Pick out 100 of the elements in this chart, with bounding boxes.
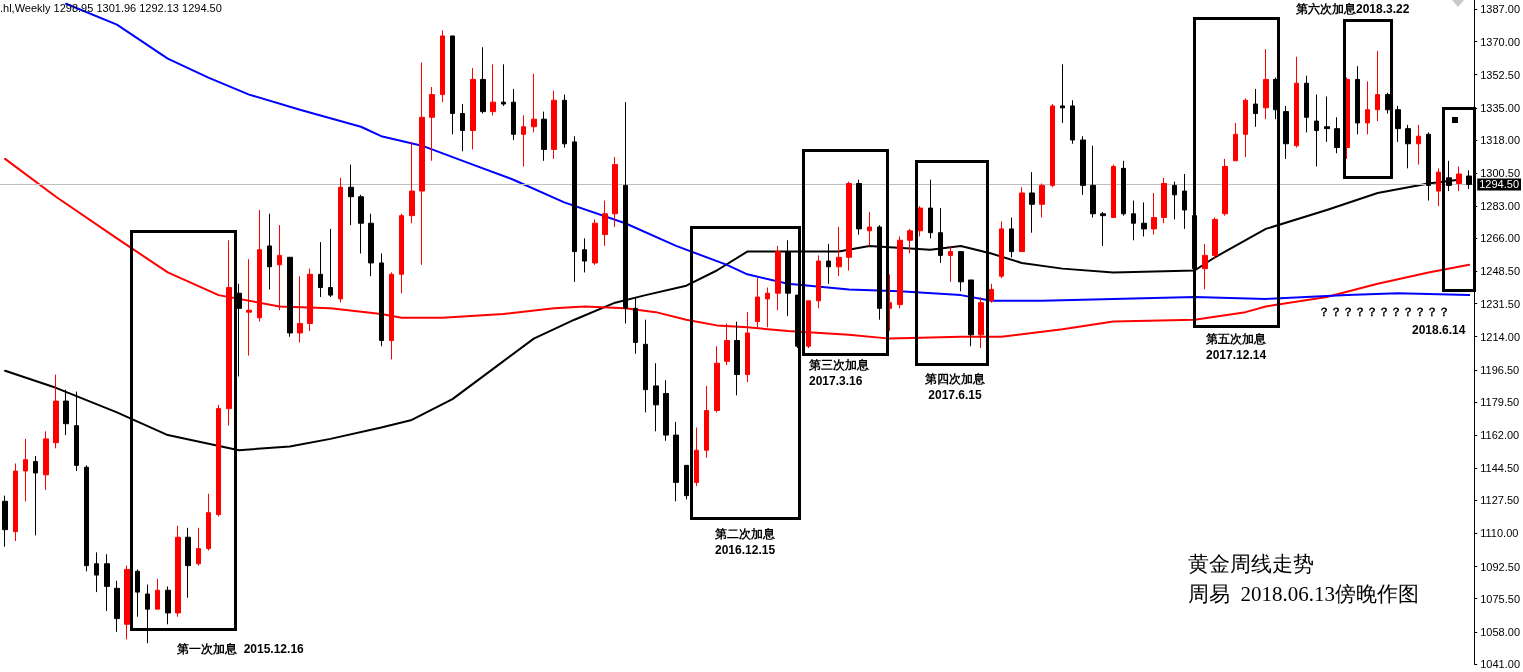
annotation: 第六次加息2018.3.22 [1296,1,1410,17]
candlestick [348,164,354,226]
candlestick [399,213,404,294]
candlestick [1324,95,1330,143]
candlestick [206,493,211,551]
candlestick [1243,97,1248,158]
candlestick [23,438,28,502]
candlestick [1375,50,1380,122]
candlestick [907,228,913,254]
candlestick [1405,124,1411,169]
candlestick [1121,160,1126,217]
annotation: 第四次加息 2017.6.15 [925,371,985,403]
annotation: 第一次加息 2015.12.16 [177,641,304,657]
candlestick [551,90,557,160]
candlestick [63,389,69,436]
candlestick [694,427,699,487]
candlestick [419,61,425,266]
y-tick-label: 1214.00 [1480,330,1520,343]
candlestick [155,578,160,610]
candlestick [1395,105,1401,143]
candlestick [856,179,862,236]
candlestick [328,228,333,298]
candlestick [1253,88,1258,128]
candlestick [928,179,933,239]
annotation: 第三次加息 2017.3.16 [809,357,869,389]
candlestick [1233,122,1238,162]
candlestick [755,277,760,328]
y-tick-label: 1283.00 [1480,200,1520,213]
candlestick [1222,158,1228,217]
candlestick [114,580,120,633]
candlestick [897,235,903,309]
candlestick [1161,177,1167,224]
candlestick [1314,94,1319,167]
candlestick [958,251,964,292]
candlestick [379,252,384,347]
candlestick [714,345,720,413]
candlestick [13,462,18,542]
candlestick [572,135,577,283]
candlestick [1151,192,1157,236]
annotation: 周易 2018.06.13傍晚作图 [1188,581,1419,607]
candlestick [1466,169,1472,190]
candlestick [145,584,150,644]
candlestick [84,464,89,572]
annotation: 第二次加息 2016.12.15 [715,526,776,558]
candlestick [592,218,598,266]
candlestick [765,287,770,328]
candlestick [612,156,618,228]
candlestick [968,279,974,347]
y-tick-label: 1196.50 [1480,363,1520,376]
candlestick [938,207,943,264]
y-tick-label: 1387.00 [1480,3,1520,16]
candlestick [1070,99,1075,145]
annotation: 第五次加息 2017.12.14 [1206,331,1267,363]
candlestick [511,88,516,141]
candlestick [541,111,547,162]
candlestick [1355,65,1360,135]
candlestick [450,35,455,135]
candlestick [429,86,435,162]
candlestick [663,379,669,442]
candlestick [521,114,526,167]
candlestick [1060,63,1065,124]
candlestick [1090,145,1096,219]
candlestick [633,296,638,355]
candlestick [531,73,537,133]
candlestick [1294,56,1299,149]
candlestick [1009,217,1014,258]
candlestick [1111,164,1116,219]
y-tick-label: 1352.50 [1480,68,1520,81]
candlestick [673,421,679,502]
candlestick [43,430,49,491]
candlestick [175,525,181,618]
candlestick [775,245,781,311]
candlestick [53,374,59,449]
candlestick [216,404,221,517]
candlestick [643,319,648,413]
candlestick [1050,103,1055,188]
y-tick-label: 1041.00 [1480,658,1520,670]
candlestick [104,553,110,612]
candlestick [1365,80,1370,135]
y-tick-label: 1179.50 [1480,395,1520,408]
candlestick [277,224,282,311]
candlestick [124,565,130,640]
candlestick [1080,135,1086,196]
candlestick [1304,75,1309,133]
y-tick-label: 1162.00 [1480,429,1520,442]
candlestick [2,495,8,548]
candlestick [135,568,140,618]
candlestick [826,243,831,285]
candlestick [257,209,262,323]
candlestick [338,177,343,304]
candlestick [501,63,506,107]
candlestick [653,362,659,432]
candlestick [846,181,852,272]
candlestick [1263,48,1269,120]
y-tick-label: 1058.00 [1480,625,1520,638]
candlestick [1019,186,1025,253]
candlestick [1456,165,1462,192]
candlestick [480,46,486,114]
candlestick [307,268,313,332]
candlestick [1283,105,1289,160]
